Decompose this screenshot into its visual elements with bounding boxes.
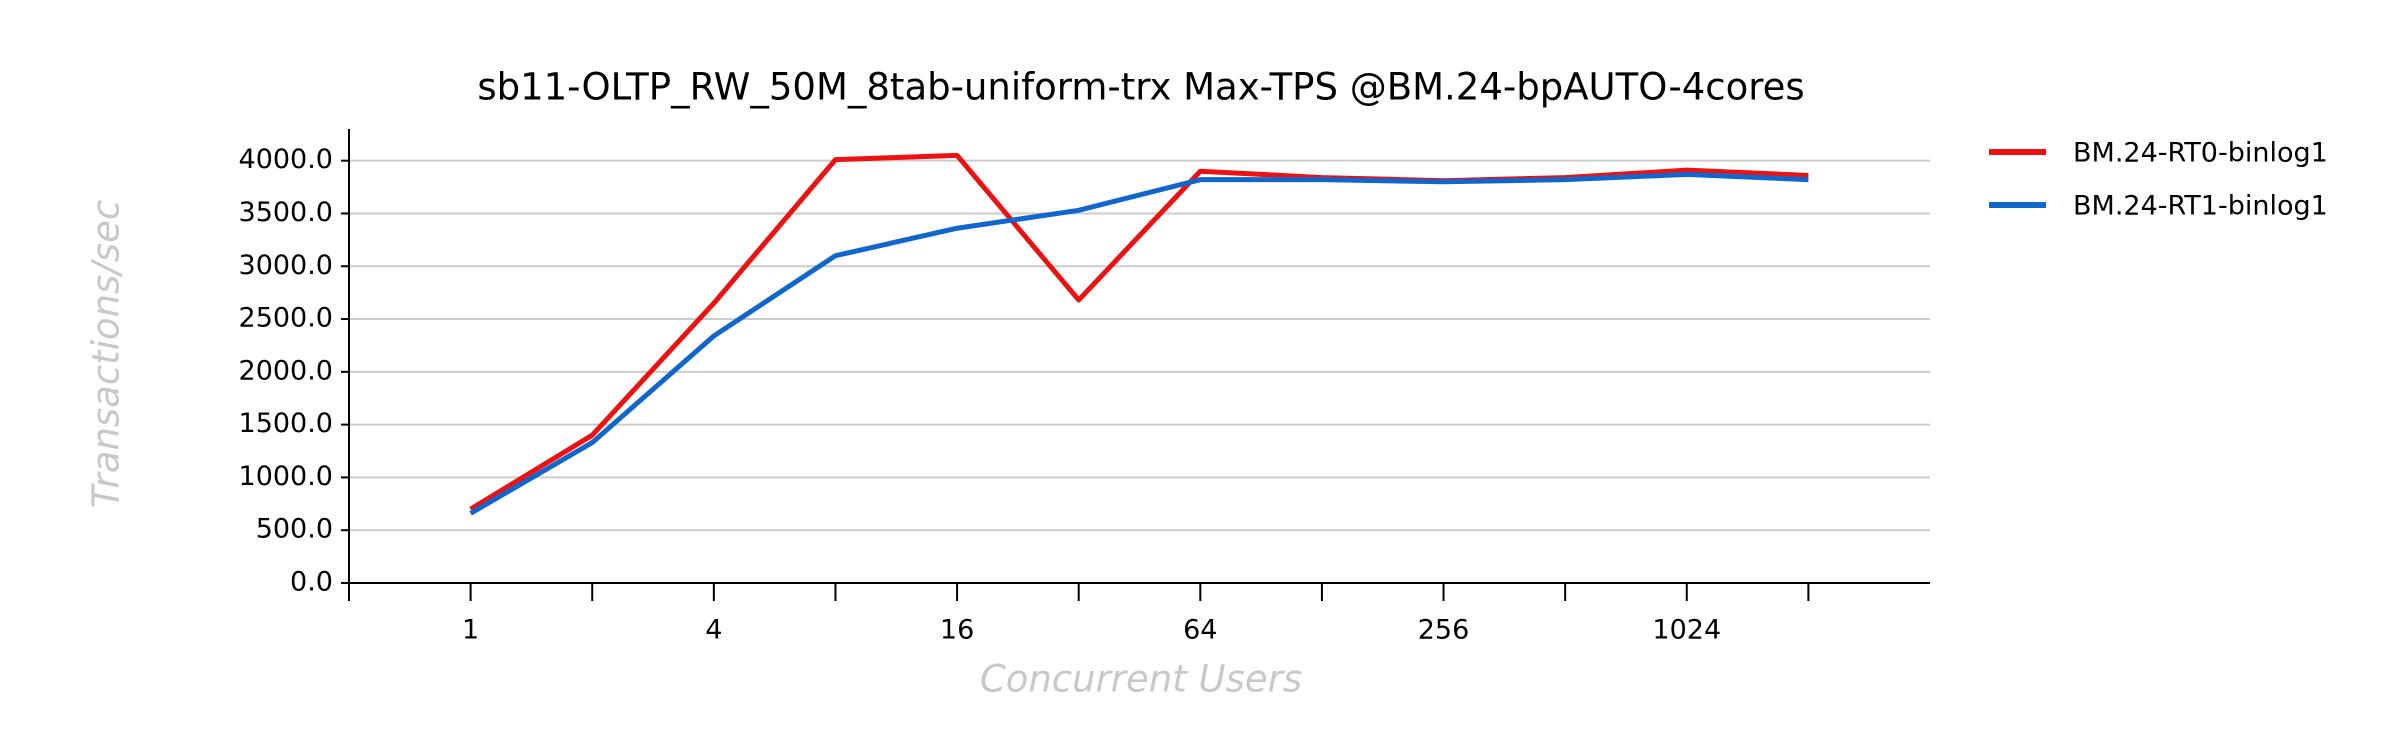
x-tick-label: 16 [940,615,974,646]
y-tick-label: 1500.0 [239,408,333,439]
legend-label: BM.24-RT1-binlog1 [2073,191,2328,222]
y-tick-label: 2500.0 [239,303,333,334]
x-tick-label: 256 [1418,615,1470,646]
x-tick-label: 1024 [1652,615,1721,646]
series-line [469,152,1809,512]
y-tick-label: 500.0 [256,514,333,545]
x-tick-label: 1 [462,615,479,646]
x-tick-label: 64 [1183,615,1217,646]
x-tick-label: 4 [705,615,722,646]
y-tick-label: 3500.0 [239,197,333,228]
y-tick-label: 1000.0 [239,461,333,492]
y-axis-label: Transactions/sec [85,200,128,508]
chart-title: sb11-OLTP_RW_50M_8tab-uniform-trx Max-TP… [477,66,1804,109]
legend-label: BM.24-RT0-binlog1 [2073,138,2328,169]
y-tick-label: 4000.0 [239,144,333,175]
y-tick-label: 3000.0 [239,250,333,281]
x-axis-label: Concurrent Users [980,658,1302,701]
y-tick-label: 0.0 [290,567,333,598]
series-line [469,171,1809,516]
y-tick-label: 2000.0 [239,355,333,386]
